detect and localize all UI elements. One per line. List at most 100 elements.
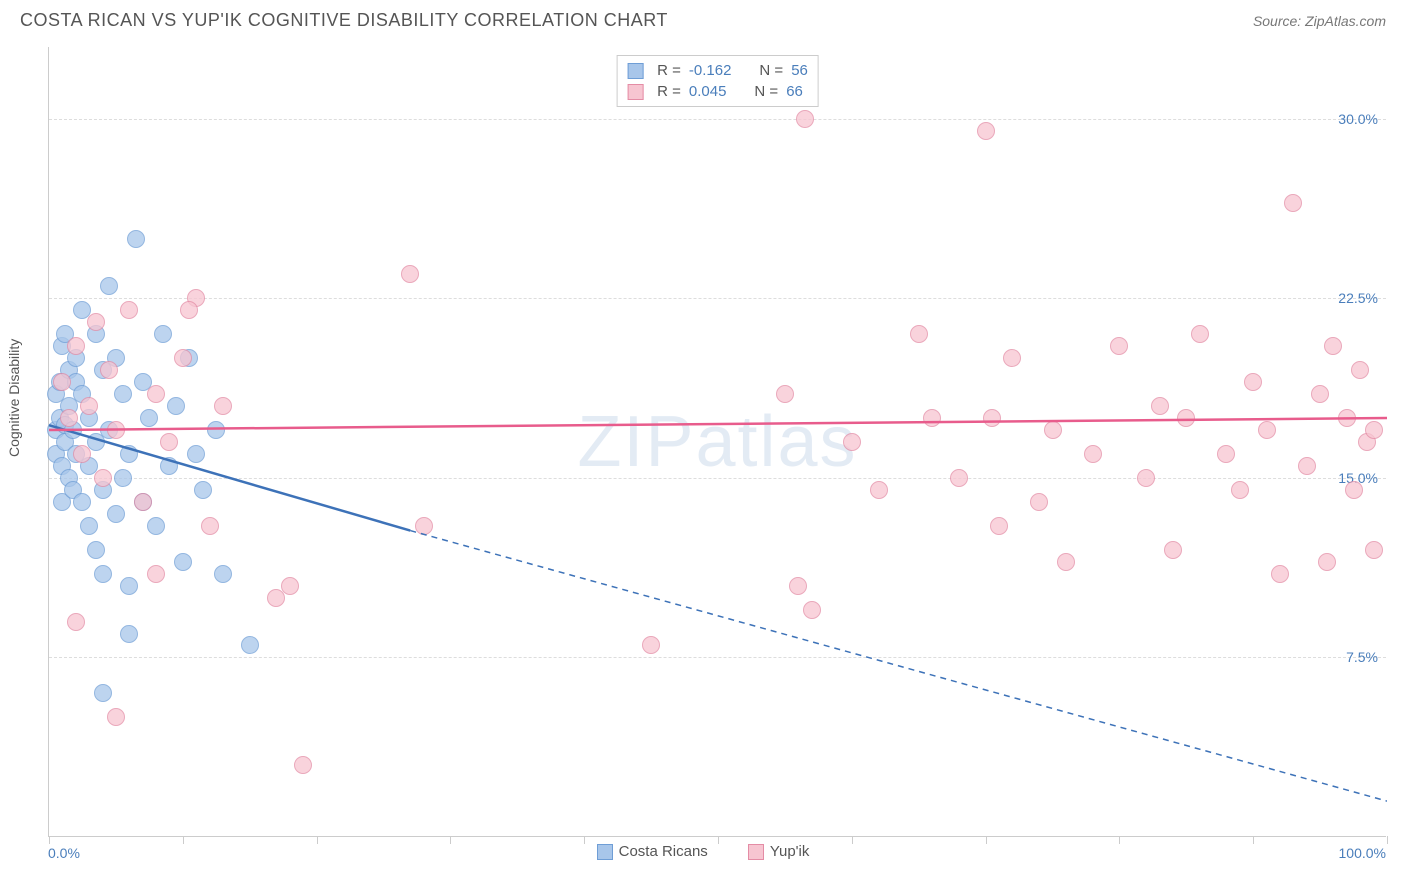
scatter-point: [1258, 421, 1276, 439]
scatter-point: [174, 553, 192, 571]
scatter-point: [180, 301, 198, 319]
legend-r-value: 0.045: [689, 83, 727, 100]
gridline: [49, 119, 1386, 120]
chart-source: Source: ZipAtlas.com: [1253, 13, 1386, 29]
scatter-point: [67, 613, 85, 631]
scatter-point: [1244, 373, 1262, 391]
scatter-point: [1365, 541, 1383, 559]
legend-swatch: [627, 84, 643, 100]
scatter-point: [1298, 457, 1316, 475]
watermark: ZIPatlas: [577, 401, 857, 483]
scatter-point: [1003, 349, 1021, 367]
scatter-point: [796, 110, 814, 128]
scatter-point: [127, 230, 145, 248]
scatter-point: [1311, 385, 1329, 403]
scatter-point: [120, 301, 138, 319]
scatter-point: [294, 756, 312, 774]
scatter-point: [147, 385, 165, 403]
chart-area: Cognitive Disability ZIPatlas R = -0.162…: [0, 37, 1406, 887]
scatter-point: [73, 493, 91, 511]
scatter-point: [80, 517, 98, 535]
scatter-point: [803, 601, 821, 619]
legend-n-label: N =: [759, 62, 783, 79]
scatter-point: [1365, 421, 1383, 439]
scatter-point: [1324, 337, 1342, 355]
y-tick-label: 7.5%: [1346, 649, 1378, 665]
scatter-point: [1191, 325, 1209, 343]
scatter-point: [241, 636, 259, 654]
scatter-point: [923, 409, 941, 427]
scatter-point: [94, 469, 112, 487]
legend-n-label: N =: [754, 83, 778, 100]
scatter-point: [776, 385, 794, 403]
scatter-point: [1110, 337, 1128, 355]
scatter-point: [1137, 469, 1155, 487]
chart-title: COSTA RICAN VS YUP'IK COGNITIVE DISABILI…: [20, 10, 668, 31]
scatter-point: [94, 684, 112, 702]
legend-row: R = 0.045 N = 66: [627, 81, 808, 102]
legend-r-value: -0.162: [689, 62, 732, 79]
scatter-point: [134, 493, 152, 511]
scatter-point: [167, 397, 185, 415]
scatter-point: [114, 469, 132, 487]
gridline: [49, 657, 1386, 658]
scatter-point: [1271, 565, 1289, 583]
legend-n-value: 56: [791, 62, 808, 79]
scatter-point: [94, 565, 112, 583]
gridline: [49, 478, 1386, 479]
legend-n-value: 66: [786, 83, 803, 100]
scatter-point: [789, 577, 807, 595]
scatter-point: [910, 325, 928, 343]
scatter-point: [1030, 493, 1048, 511]
scatter-point: [950, 469, 968, 487]
plot-region: ZIPatlas R = -0.162 N = 56 R = 0.045 N = 66…: [48, 47, 1386, 837]
scatter-point: [1044, 421, 1062, 439]
scatter-point: [1217, 445, 1235, 463]
scatter-point: [107, 421, 125, 439]
scatter-point: [120, 625, 138, 643]
scatter-point: [120, 445, 138, 463]
scatter-point: [100, 361, 118, 379]
scatter-point: [1284, 194, 1302, 212]
legend-label: Yup'ik: [770, 843, 810, 860]
scatter-point: [53, 373, 71, 391]
scatter-point: [214, 397, 232, 415]
scatter-point: [87, 313, 105, 331]
scatter-point: [147, 517, 165, 535]
scatter-point: [1345, 481, 1363, 499]
scatter-point: [214, 565, 232, 583]
scatter-point: [80, 397, 98, 415]
scatter-point: [1057, 553, 1075, 571]
scatter-point: [87, 541, 105, 559]
scatter-point: [154, 325, 172, 343]
scatter-point: [194, 481, 212, 499]
legend-r-label: R =: [657, 62, 681, 79]
scatter-point: [990, 517, 1008, 535]
legend-label: Costa Ricans: [619, 843, 708, 860]
scatter-point: [67, 337, 85, 355]
scatter-point: [107, 708, 125, 726]
legend-swatch: [748, 844, 764, 860]
scatter-point: [160, 457, 178, 475]
scatter-point: [207, 421, 225, 439]
scatter-point: [187, 445, 205, 463]
scatter-point: [174, 349, 192, 367]
scatter-point: [107, 505, 125, 523]
scatter-point: [1164, 541, 1182, 559]
scatter-point: [147, 565, 165, 583]
scatter-point: [1338, 409, 1356, 427]
scatter-point: [281, 577, 299, 595]
scatter-point: [100, 277, 118, 295]
gridline: [49, 298, 1386, 299]
legend-r-label: R =: [657, 83, 681, 100]
legend-swatch: [627, 63, 643, 79]
scatter-point: [160, 433, 178, 451]
scatter-point: [73, 445, 91, 463]
scatter-point: [977, 122, 995, 140]
legend-swatch: [597, 844, 613, 860]
scatter-point: [983, 409, 1001, 427]
scatter-point: [1084, 445, 1102, 463]
legend-item: Costa Ricans: [597, 843, 708, 860]
series-legend: Costa Ricans Yup'ik: [0, 843, 1406, 860]
legend-row: R = -0.162 N = 56: [627, 60, 808, 81]
